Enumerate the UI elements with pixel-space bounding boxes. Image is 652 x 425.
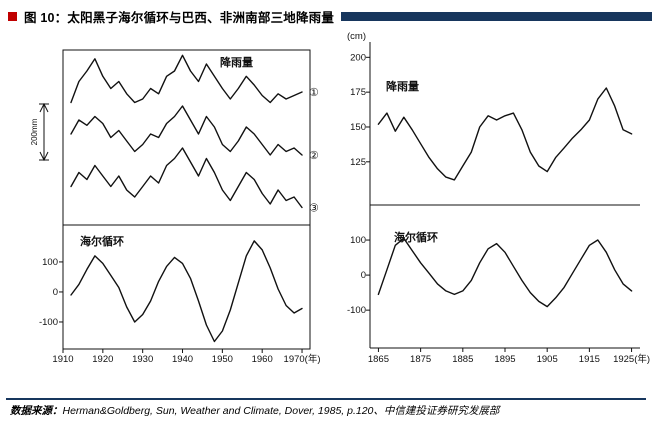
y-tick-label: -100 — [347, 305, 366, 316]
rainfall-curve — [377, 87, 633, 181]
right-rainfall-hale-chart: 200 175 150 125 降雨量 (cm) 100 0 -100 海尔循环 1865 1875 1… — [347, 31, 650, 365]
rainfall-panel-label: 降雨量 — [220, 55, 253, 69]
figure-header: 图 10：太阳黑子海尔循环与巴西、非洲南部三地降雨量 — [8, 7, 652, 26]
x-tick-label: 1875 — [410, 354, 431, 365]
footer-rule — [6, 398, 646, 400]
header-rule-bar — [341, 12, 652, 21]
scale-bar-label: 200mm — [30, 118, 39, 145]
source-text: Herman&Goldberg, Sun, Weather and Climat… — [62, 405, 500, 417]
x-tick-label: 1895 — [494, 354, 515, 365]
y-tick-label: 200 — [350, 52, 366, 63]
rainfall-curve — [70, 54, 303, 104]
y-axis-unit-label: (cm) — [347, 31, 366, 42]
x-tick-label: 1920 — [92, 354, 113, 365]
series-number-label: ① — [309, 87, 319, 99]
hale-cycle-panel-box — [62, 224, 311, 350]
hale-cycle-panel-label: 海尔循环 — [80, 234, 124, 248]
x-tick-label: 1905 — [537, 354, 558, 365]
hale-cycle-curve — [70, 240, 303, 343]
x-tick-label: 1925(年) — [613, 353, 650, 365]
rainfall-curve — [70, 147, 303, 209]
x-tick-label: 1915 — [579, 354, 600, 365]
x-tick-label: 1930 — [132, 354, 153, 365]
y-tick-label: 0 — [361, 270, 366, 281]
figure-title: 图 10：太阳黑子海尔循环与巴西、非洲南部三地降雨量 — [24, 11, 335, 25]
y-tick-label: 0 — [53, 287, 58, 298]
x-tick-label: 1865 — [368, 354, 389, 365]
source-label: 数据来源： — [10, 405, 63, 417]
x-tick-label: 1950 — [212, 354, 233, 365]
x-tick-label: 1970(年) — [284, 353, 321, 365]
red-square-bullet — [8, 12, 17, 21]
x-tick-label: 1940 — [172, 354, 193, 365]
y-tick-label: 150 — [350, 122, 366, 133]
series-number-label: ② — [309, 150, 319, 162]
left-rainfall-hale-chart: ① ② ③ 降雨量 200mm 100 0 -100 海尔循环 1910 1920 1930 1940 1… — [30, 49, 321, 365]
y-tick-label: 100 — [350, 235, 366, 246]
hale-cycle-panel-label: 海尔循环 — [394, 230, 438, 244]
hale-cycle-curve — [377, 237, 633, 308]
y-tick-label: 125 — [350, 157, 366, 168]
source-note: 数据来源：Herman&Goldberg, Sun, Weather and C… — [10, 403, 499, 418]
series-number-label: ③ — [309, 203, 319, 215]
x-tick-label: 1910 — [52, 354, 73, 365]
rainfall-panel-label: 降雨量 — [386, 79, 419, 93]
rainfall-curve — [70, 105, 303, 156]
x-tick-label: 1960 — [252, 354, 273, 365]
y-tick-label: -100 — [39, 317, 58, 328]
y-tick-label: 175 — [350, 87, 366, 98]
y-tick-label: 100 — [42, 257, 58, 268]
x-tick-label: 1885 — [452, 354, 473, 365]
